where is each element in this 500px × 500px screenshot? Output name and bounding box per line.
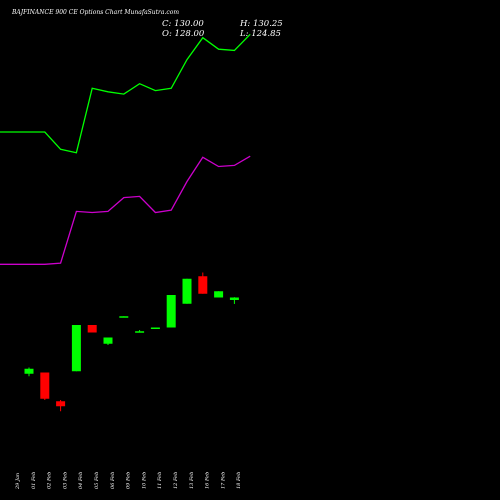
candle [150, 327, 160, 329]
x-tick-label: 13 Feb [189, 472, 195, 489]
candle-body [24, 368, 34, 374]
candle-body [214, 291, 224, 298]
candle [71, 325, 81, 372]
x-tick-label: 11 Feb [157, 472, 163, 489]
candle-body [198, 276, 208, 294]
indicator-line-2 [0, 155, 251, 265]
x-tick-label: 06 Feb [110, 472, 116, 489]
open-value: O: 128.00 [162, 29, 205, 39]
candle-body [182, 278, 192, 304]
x-tick-label: 10 Feb [141, 472, 147, 489]
candle [56, 400, 66, 412]
indicator-line-1 [0, 33, 251, 154]
x-tick-label: 02 Feb [47, 472, 53, 489]
close-value: C: 130.00 [162, 19, 204, 29]
chart-title: BAJFINANCE 900 CE Options Chart MunafaSu… [11, 9, 179, 16]
candle [103, 337, 113, 345]
candle [198, 272, 208, 294]
x-tick-label: 04 Feb [78, 472, 84, 489]
candle [40, 372, 50, 400]
candle-body [229, 297, 239, 300]
x-tick-label: 18 Feb [236, 472, 242, 489]
candle-body [150, 327, 160, 329]
candle [24, 367, 34, 377]
low-value: L: 124.85 [239, 29, 281, 39]
candle [87, 325, 97, 333]
candle [135, 330, 145, 333]
candle-body [166, 295, 176, 328]
candle-body [119, 316, 129, 318]
candles [24, 272, 239, 412]
x-tick-label: 17 Feb [220, 472, 226, 489]
candle [182, 278, 192, 304]
x-tick-label: 12 Feb [173, 472, 179, 489]
candle-body [135, 331, 145, 333]
x-tick-label: 09 Feb [126, 472, 132, 489]
candle-body [71, 325, 81, 372]
x-axis-ticks: 29 Jan 01 Feb 02 Feb 03 Feb 04 Feb 05 Feb 06 F… [15, 472, 242, 490]
candle-body [40, 372, 50, 399]
x-tick-label: 29 Jan [15, 473, 21, 490]
candle [229, 297, 239, 304]
high-value: H: 130.25 [239, 19, 283, 29]
x-tick-label: 01 Feb [31, 472, 37, 489]
x-tick-label: 03 Feb [62, 472, 68, 489]
candle-body [87, 325, 97, 333]
x-tick-label: 05 Feb [94, 472, 100, 489]
candle [214, 291, 224, 298]
candle [166, 295, 176, 328]
candle-body [56, 401, 66, 407]
x-tick-label: 16 Feb [205, 472, 211, 489]
indicator-lines [0, 33, 251, 265]
candle [119, 316, 129, 318]
candle-body [103, 337, 113, 344]
